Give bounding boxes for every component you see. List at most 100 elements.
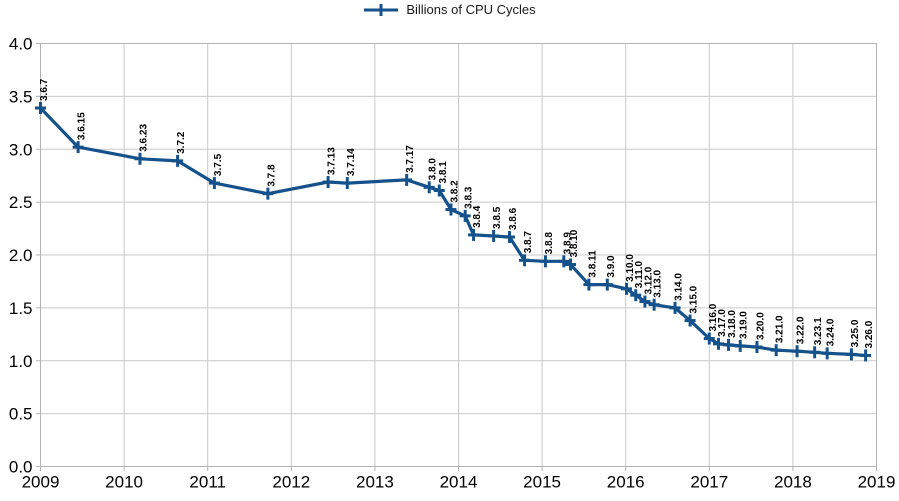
point-label: 3.22.0 bbox=[796, 316, 807, 344]
x-tick-label: 2012 bbox=[272, 473, 310, 492]
data-point: 3.18.0 bbox=[723, 310, 738, 351]
legend: Billions of CPU Cycles bbox=[0, 2, 899, 18]
data-point: 3.7.5 bbox=[208, 153, 224, 190]
x-tick-label: 2013 bbox=[356, 473, 394, 492]
point-label: 3.18.0 bbox=[727, 310, 738, 338]
data-point: 3.10.0 bbox=[621, 254, 636, 295]
gridlines bbox=[40, 43, 877, 467]
data-point: 3.6.7 bbox=[35, 78, 50, 115]
data-point: 3.15.0 bbox=[684, 285, 700, 327]
point-label: 3.7.2 bbox=[176, 131, 187, 154]
y-tick-label: 0.5 bbox=[9, 405, 33, 424]
point-label: 3.21.0 bbox=[775, 315, 786, 343]
data-point: 3.14.0 bbox=[669, 273, 685, 314]
point-label: 3.8.8 bbox=[544, 232, 555, 255]
point-label: 3.8.1 bbox=[438, 161, 449, 184]
data-point: 3.12.0 bbox=[639, 266, 654, 308]
data-point: 3.7.17 bbox=[401, 145, 416, 186]
data-point: 3.8.0 bbox=[423, 158, 439, 194]
point-label: 3.7.8 bbox=[266, 164, 277, 187]
point-label: 3.8.9 bbox=[562, 232, 573, 255]
data-point: 3.7.13 bbox=[322, 147, 338, 189]
data-point: 3.19.0 bbox=[734, 311, 750, 352]
point-label: 3.6.23 bbox=[138, 124, 149, 152]
point-label: 3.7.14 bbox=[346, 148, 357, 176]
point-label: 3.14.0 bbox=[674, 273, 685, 301]
point-label: 3.7.13 bbox=[327, 147, 338, 175]
x-tick-label: 2009 bbox=[22, 473, 60, 492]
data-point: 3.8.9 bbox=[558, 232, 573, 268]
point-label: 3.23.1 bbox=[813, 317, 824, 345]
point-label: 3.8.10 bbox=[569, 229, 580, 257]
point-label: 3.8.11 bbox=[587, 250, 598, 278]
data-point: 3.13.0 bbox=[648, 269, 664, 311]
data-point: 3.22.0 bbox=[791, 316, 807, 358]
point-label: 3.26.0 bbox=[864, 320, 875, 348]
point-label: 3.19.0 bbox=[739, 311, 750, 339]
y-tick-label: 0.0 bbox=[9, 458, 33, 477]
data-point: 3.8.10 bbox=[565, 229, 580, 271]
data-point: 3.11.0 bbox=[630, 260, 645, 302]
data-point: 3.20.0 bbox=[751, 312, 766, 354]
point-label: 3.8.3 bbox=[464, 186, 475, 209]
data-point: 3.8.1 bbox=[433, 161, 449, 197]
y-axis: 0.0 0.5 1.0 1.5 2.0 2.5 3.0 3.5 4.0 bbox=[9, 35, 41, 477]
data-point: 3.8.5 bbox=[488, 206, 503, 242]
point-label: 3.9.0 bbox=[606, 255, 617, 278]
point-label: 3.8.0 bbox=[428, 158, 439, 181]
data-series: 3.6.7 3.6.15 3.6.23 3.7.2 3.7.5 3.7.8 3.7.13 3.… bbox=[35, 78, 875, 362]
data-point: 3.24.0 bbox=[821, 318, 837, 360]
data-point: 3.8.7 bbox=[519, 231, 534, 267]
point-label: 3.13.0 bbox=[653, 269, 664, 297]
y-tick-label: 3.0 bbox=[9, 140, 33, 159]
data-point: 3.26.0 bbox=[860, 320, 875, 362]
point-label: 3.7.5 bbox=[213, 153, 224, 176]
point-label: 3.20.0 bbox=[755, 312, 766, 340]
point-label: 3.8.5 bbox=[492, 206, 503, 229]
data-point: 3.8.8 bbox=[539, 232, 555, 268]
data-point: 3.16.0 bbox=[703, 303, 719, 345]
y-tick-label: 4.0 bbox=[9, 35, 33, 54]
y-tick-label: 1.5 bbox=[9, 299, 33, 318]
data-point: 3.7.14 bbox=[341, 148, 357, 190]
legend-label: Billions of CPU Cycles bbox=[406, 2, 536, 17]
point-label: 3.8.4 bbox=[472, 205, 483, 228]
point-label: 3.8.7 bbox=[523, 231, 534, 254]
data-point: 3.7.8 bbox=[262, 164, 277, 200]
data-point: 3.8.3 bbox=[459, 186, 475, 222]
data-point: 3.6.23 bbox=[134, 124, 149, 165]
x-tick-label: 2011 bbox=[189, 473, 226, 492]
x-tick-label: 2019 bbox=[858, 473, 896, 492]
data-point: 3.25.0 bbox=[845, 319, 861, 361]
point-label: 3.17.0 bbox=[717, 309, 728, 337]
point-label: 3.8.2 bbox=[449, 180, 460, 203]
x-tick-label: 2014 bbox=[440, 473, 478, 492]
x-tick-label: 2016 bbox=[607, 473, 645, 492]
point-label: 3.16.0 bbox=[708, 303, 719, 331]
y-tick-label: 2.0 bbox=[9, 246, 33, 265]
data-point: 3.7.2 bbox=[172, 131, 187, 167]
x-tick-label: 2010 bbox=[105, 473, 143, 492]
point-label: 3.7.17 bbox=[405, 145, 416, 173]
point-label: 3.10.0 bbox=[625, 254, 636, 282]
data-point: 3.23.1 bbox=[809, 317, 824, 359]
data-point: 3.17.0 bbox=[712, 309, 728, 350]
x-tick-label: 2018 bbox=[774, 473, 812, 492]
y-tick-label: 1.0 bbox=[9, 352, 33, 371]
y-tick-label: 2.5 bbox=[9, 193, 33, 212]
data-point: 3.8.4 bbox=[468, 205, 483, 241]
point-label: 3.11.0 bbox=[634, 260, 645, 288]
data-point: 3.21.0 bbox=[770, 315, 786, 357]
x-axis: 2009 2010 2011 2012 2013 2014 2015 2016 2017 2018… bbox=[22, 466, 896, 492]
point-label: 3.8.6 bbox=[508, 207, 519, 230]
point-label: 3.24.0 bbox=[826, 318, 837, 346]
data-point: 3.8.2 bbox=[445, 180, 460, 216]
point-label: 3.6.15 bbox=[77, 112, 88, 140]
x-tick-label: 2017 bbox=[690, 473, 728, 492]
data-point: 3.9.0 bbox=[601, 255, 617, 291]
legend-line-marker-icon bbox=[364, 4, 399, 16]
x-tick-label: 2015 bbox=[523, 473, 561, 492]
y-tick-label: 3.5 bbox=[9, 87, 33, 106]
